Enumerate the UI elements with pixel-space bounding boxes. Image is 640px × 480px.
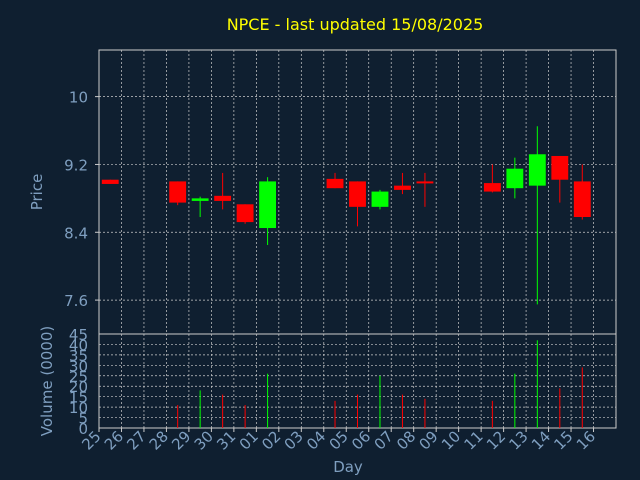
volume-tick-label: 35 [69,347,88,365]
volume-tick-label: 0 [78,420,88,438]
volume-tick-label: 20 [69,378,88,396]
candle-body [214,195,232,201]
candle-body [551,155,569,180]
volume-tick-label: 10 [69,399,88,417]
candle-body [483,183,501,192]
y-axis-label: Price [28,174,46,211]
price-tick-label: 7.6 [64,292,88,310]
volume-tick-label: 30 [69,357,88,375]
candle-body [101,179,119,184]
volume-axis-label: Volume (0000) [38,326,56,436]
price-tick-label: 10 [69,89,88,107]
candle-body [349,181,366,207]
candle-body [259,181,277,229]
candle-body [416,181,434,184]
candle-body [394,185,411,190]
price-panel: 7.6 8.4 9.2 10 [64,49,617,335]
candle-body [326,178,344,189]
volume-tick-label: 25 [69,368,88,386]
volume-tick-label: 5 [78,410,88,428]
volume-tick-label: 40 [69,336,88,354]
volume-tick-label: 45 [69,326,88,344]
chart-title: NPCE - last updated 15/08/2025 [227,15,484,34]
price-tick-label: 9.2 [64,156,88,174]
candle-body [506,168,524,189]
candle-body [573,181,591,218]
candle-body [528,154,546,186]
price-tick-label: 8.4 [64,224,88,242]
candle-body [169,181,187,203]
candle-body [236,204,254,223]
x-tick-labels: 2526272829303101020304050607080910111213… [78,427,599,453]
candle-body [191,198,209,201]
volume-tick-label: 15 [69,389,88,407]
candle-body [371,191,389,207]
x-axis-label: Day [333,458,363,476]
